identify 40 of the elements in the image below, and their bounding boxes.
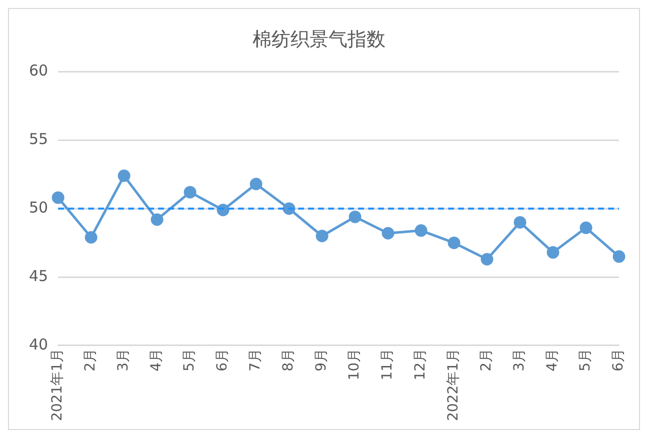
point bbox=[580, 222, 592, 234]
y-tick-label: 50 bbox=[28, 198, 48, 217]
x-tick-label: 4月 bbox=[544, 348, 561, 372]
point bbox=[414, 224, 428, 237]
x-tick-label: 2月 bbox=[82, 348, 99, 372]
point bbox=[514, 216, 526, 229]
x-tick-label: 2月 bbox=[478, 348, 495, 372]
x-tick-label: 6月 bbox=[214, 348, 231, 372]
point bbox=[448, 236, 460, 250]
x-tick-label: 3月 bbox=[116, 348, 132, 372]
x-tick-label: 12月 bbox=[412, 348, 429, 380]
x-tick-label: 7月 bbox=[248, 348, 264, 372]
x-tick-label: 5月 bbox=[578, 348, 594, 372]
chart-title: 棉纺织景气指数 bbox=[252, 28, 386, 50]
point bbox=[480, 253, 494, 266]
point bbox=[150, 213, 164, 226]
x-tick-label: 4月 bbox=[148, 348, 165, 372]
y-tick-label: 60 bbox=[28, 62, 48, 80]
point bbox=[612, 250, 626, 263]
x-tick-label: 3月 bbox=[512, 348, 528, 372]
x-tick-label: 8月 bbox=[280, 348, 297, 372]
x-tick-label: 2021年1月 bbox=[50, 348, 66, 422]
point bbox=[382, 227, 394, 240]
x-tick-label: 10月 bbox=[346, 348, 363, 380]
x-tick-label: 2022年1月 bbox=[446, 348, 462, 422]
point bbox=[184, 186, 196, 198]
point bbox=[52, 191, 64, 204]
y-tick-label: 45 bbox=[28, 266, 48, 285]
x-tick-label: 5月 bbox=[182, 348, 198, 372]
point bbox=[316, 230, 328, 242]
point bbox=[348, 210, 362, 224]
point bbox=[250, 178, 262, 190]
y-tick-label: 55 bbox=[28, 130, 48, 148]
x-tick-label: 6月 bbox=[610, 348, 627, 372]
point bbox=[84, 231, 98, 244]
point bbox=[118, 170, 130, 182]
point bbox=[546, 246, 560, 259]
x-tick-label: 9月 bbox=[314, 348, 330, 372]
x-tick-label: 11月 bbox=[380, 348, 396, 380]
y-tick-label: 40 bbox=[28, 335, 48, 354]
